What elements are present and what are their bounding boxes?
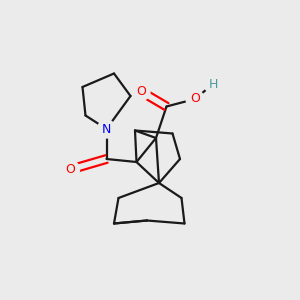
Circle shape (61, 160, 80, 178)
Text: N: N (102, 122, 111, 136)
Circle shape (204, 75, 222, 93)
Circle shape (132, 82, 150, 100)
Text: O: O (190, 92, 200, 106)
Circle shape (186, 90, 204, 108)
Circle shape (98, 120, 116, 138)
Text: O: O (66, 163, 75, 176)
Text: H: H (208, 77, 218, 91)
Text: O: O (136, 85, 146, 98)
